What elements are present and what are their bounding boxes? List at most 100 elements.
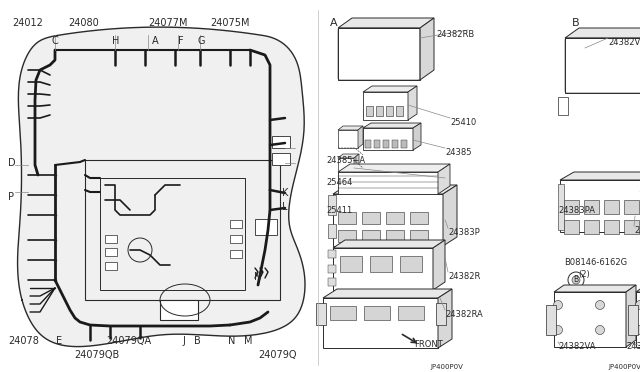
Bar [624, 220, 639, 234]
Polygon shape [323, 289, 452, 298]
Text: 24382V: 24382V [608, 38, 640, 47]
Bar [328, 224, 336, 238]
Text: B08146-6162G: B08146-6162G [564, 258, 627, 267]
Bar [105, 235, 117, 243]
Polygon shape [433, 240, 445, 290]
Bar [564, 220, 579, 234]
Text: P: P [8, 192, 14, 202]
Circle shape [595, 326, 605, 334]
Bar [370, 256, 392, 272]
Text: 24383PC: 24383PC [634, 226, 640, 235]
Bar [338, 230, 356, 242]
Polygon shape [338, 126, 363, 130]
Bar [328, 195, 336, 215]
Text: J: J [182, 336, 185, 346]
Bar [366, 106, 373, 116]
Bar [584, 220, 599, 234]
Text: JP400P0V: JP400P0V [430, 364, 463, 370]
Text: M: M [244, 336, 253, 346]
Bar [338, 212, 356, 224]
Bar [386, 230, 404, 242]
Bar [604, 220, 619, 234]
Bar [340, 256, 362, 272]
Text: 24075M: 24075M [210, 18, 250, 28]
Text: JP400P0V: JP400P0V [608, 364, 640, 370]
Text: D: D [8, 158, 15, 168]
Text: 24383PA: 24383PA [558, 206, 595, 215]
Bar [363, 128, 413, 150]
Circle shape [554, 301, 563, 310]
Polygon shape [363, 123, 421, 128]
Bar [558, 184, 564, 230]
Text: 25464: 25464 [326, 178, 353, 187]
Bar [100, 178, 245, 290]
Polygon shape [626, 285, 636, 347]
Bar [410, 230, 428, 242]
Polygon shape [408, 86, 417, 120]
Polygon shape [17, 27, 305, 347]
Circle shape [595, 301, 605, 310]
Bar [604, 200, 619, 214]
Bar [230, 250, 242, 258]
Text: N: N [254, 272, 261, 282]
Text: 24382VA: 24382VA [558, 342, 595, 351]
Text: H: H [112, 36, 120, 46]
Text: 25410: 25410 [450, 118, 476, 127]
Bar [272, 153, 290, 165]
Bar [364, 306, 390, 320]
Text: A: A [152, 36, 159, 46]
Bar [328, 250, 336, 258]
Bar [396, 106, 403, 116]
Circle shape [572, 276, 580, 284]
Bar [386, 212, 404, 224]
Bar [230, 220, 242, 228]
Bar [323, 298, 438, 348]
Bar [386, 106, 393, 116]
Bar [328, 278, 336, 286]
Text: 25411: 25411 [326, 206, 352, 215]
Bar [333, 194, 443, 246]
Polygon shape [413, 123, 421, 150]
Text: 24079QA: 24079QA [106, 336, 151, 346]
Bar [584, 200, 599, 214]
Bar [363, 92, 408, 120]
Bar [564, 200, 579, 214]
Bar [376, 106, 383, 116]
Circle shape [636, 326, 640, 334]
Text: L: L [282, 202, 287, 212]
Bar [333, 248, 433, 290]
Bar [554, 292, 626, 347]
Bar [362, 230, 380, 242]
Bar [338, 130, 358, 148]
Bar [230, 235, 242, 243]
Bar [105, 248, 117, 256]
Polygon shape [438, 164, 450, 194]
Polygon shape [443, 185, 457, 246]
Polygon shape [338, 154, 359, 158]
Polygon shape [560, 172, 640, 180]
Text: E: E [56, 336, 62, 346]
Bar [85, 160, 280, 300]
Bar [624, 200, 639, 214]
Polygon shape [554, 285, 636, 292]
Text: 24383P: 24383P [448, 228, 480, 237]
Text: 24385: 24385 [445, 148, 472, 157]
Circle shape [636, 301, 640, 310]
Text: 24079Q: 24079Q [258, 350, 296, 360]
Text: G: G [198, 36, 205, 46]
Text: 24382VB: 24382VB [626, 342, 640, 351]
Bar [546, 305, 556, 335]
Bar [362, 212, 380, 224]
Text: 24382R: 24382R [448, 272, 481, 281]
Polygon shape [338, 164, 450, 172]
Text: 24382RA: 24382RA [445, 310, 483, 319]
Bar [338, 158, 354, 180]
Text: 24385+A: 24385+A [326, 156, 365, 165]
Bar [272, 136, 290, 148]
Bar [392, 140, 398, 148]
Polygon shape [333, 185, 457, 194]
Text: B: B [572, 18, 580, 28]
Text: 24077M: 24077M [148, 18, 188, 28]
Text: 24080: 24080 [68, 18, 99, 28]
Bar [374, 140, 380, 148]
